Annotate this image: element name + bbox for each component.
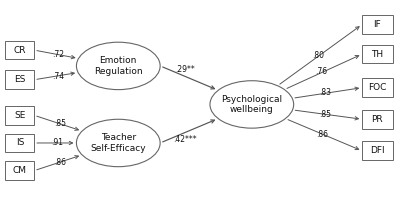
Text: .86: .86 <box>316 130 328 139</box>
FancyBboxPatch shape <box>362 141 392 160</box>
FancyBboxPatch shape <box>6 161 34 180</box>
Text: .80: .80 <box>312 51 324 60</box>
Text: .86: .86 <box>54 158 66 167</box>
FancyBboxPatch shape <box>362 78 392 97</box>
Ellipse shape <box>210 81 294 128</box>
FancyBboxPatch shape <box>362 45 392 63</box>
Text: IS: IS <box>16 139 24 147</box>
Text: Psychological
wellbeing: Psychological wellbeing <box>221 95 282 114</box>
Text: Teacher
Self-Efficacy: Teacher Self-Efficacy <box>90 133 146 153</box>
Text: .29**: .29** <box>175 65 195 74</box>
Text: .85: .85 <box>319 110 331 119</box>
Text: FOC: FOC <box>368 83 386 92</box>
Text: .83: .83 <box>319 89 331 98</box>
Text: .91: .91 <box>51 139 63 147</box>
FancyBboxPatch shape <box>6 106 34 125</box>
Text: .74: .74 <box>52 72 64 81</box>
Text: .72: .72 <box>52 50 64 59</box>
Text: CM: CM <box>13 166 27 175</box>
Text: CR: CR <box>14 46 26 55</box>
Text: .85: .85 <box>54 119 66 128</box>
Text: TH: TH <box>371 50 384 59</box>
Text: PR: PR <box>372 115 383 124</box>
Text: ES: ES <box>14 75 26 84</box>
FancyBboxPatch shape <box>6 70 34 89</box>
Text: IF: IF <box>374 20 381 29</box>
FancyBboxPatch shape <box>6 134 34 152</box>
Text: Emotion
Regulation: Emotion Regulation <box>94 56 142 76</box>
Text: DFI: DFI <box>370 146 385 155</box>
FancyBboxPatch shape <box>362 15 392 34</box>
FancyBboxPatch shape <box>6 41 34 60</box>
FancyBboxPatch shape <box>362 110 392 129</box>
Ellipse shape <box>76 42 160 90</box>
Ellipse shape <box>76 119 160 167</box>
Text: .76: .76 <box>315 67 327 76</box>
Text: SE: SE <box>14 111 26 120</box>
Text: .42***: .42*** <box>173 135 197 144</box>
